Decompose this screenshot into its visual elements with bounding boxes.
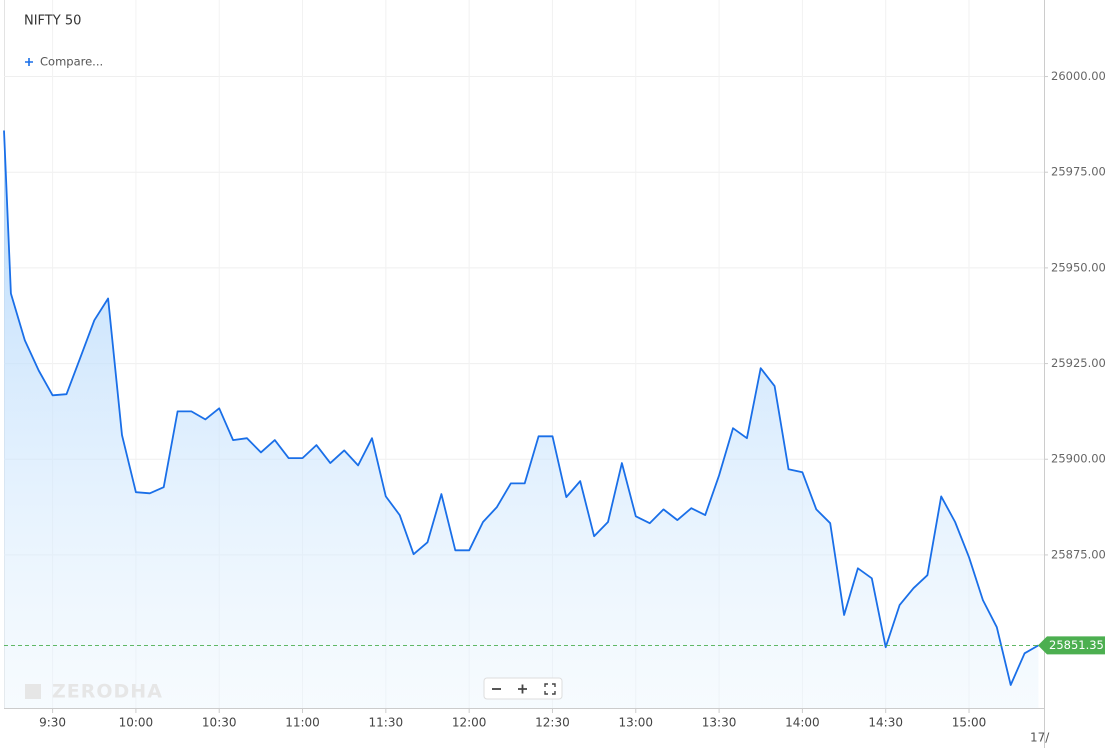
price-line — [3, 130, 1039, 686]
y-tick-label: 25875.00 — [1051, 547, 1106, 561]
area-fill — [4, 130, 1039, 708]
last-price-label: 25851.35 — [1049, 638, 1104, 652]
watermark: ZERODHA — [52, 681, 163, 703]
x-tick-label: 12:00 — [452, 716, 487, 730]
x-tick-label: 13:30 — [702, 716, 737, 730]
edge-date-label: 17/ — [1030, 731, 1050, 745]
x-tick-label: 9:30 — [39, 716, 66, 730]
x-tick-label: 14:30 — [868, 716, 903, 730]
watermark-logo — [25, 684, 41, 699]
plus-icon — [25, 58, 33, 66]
y-tick-label: 26000.00 — [1051, 69, 1106, 83]
y-tick-label: 25925.00 — [1051, 356, 1106, 370]
last-price-badge — [1038, 636, 1105, 655]
x-tick-label: 12:30 — [535, 716, 570, 730]
zoom-controls — [483, 677, 563, 700]
x-tick-label: 13:00 — [618, 716, 653, 730]
x-tick-label: 11:30 — [369, 716, 404, 730]
x-tick-label: 11:00 — [285, 716, 320, 730]
compare-label[interactable]: Compare... — [40, 55, 103, 69]
instrument-title: NIFTY 50 — [24, 14, 81, 29]
x-tick-label: 14:00 — [785, 716, 820, 730]
plot — [3, 130, 1044, 708]
x-tick-label: 15:00 — [952, 716, 987, 730]
y-tick-label: 25975.00 — [1051, 165, 1106, 179]
y-tick-label: 25900.00 — [1051, 452, 1106, 466]
zoom-in[interactable] — [518, 684, 527, 694]
x-tick-label: 10:30 — [202, 716, 237, 730]
fullscreen[interactable] — [544, 683, 556, 695]
y-tick-label: 25950.00 — [1051, 260, 1106, 274]
x-tick-label: 10:00 — [119, 716, 154, 730]
compare-button[interactable]: Compare... — [25, 55, 103, 69]
